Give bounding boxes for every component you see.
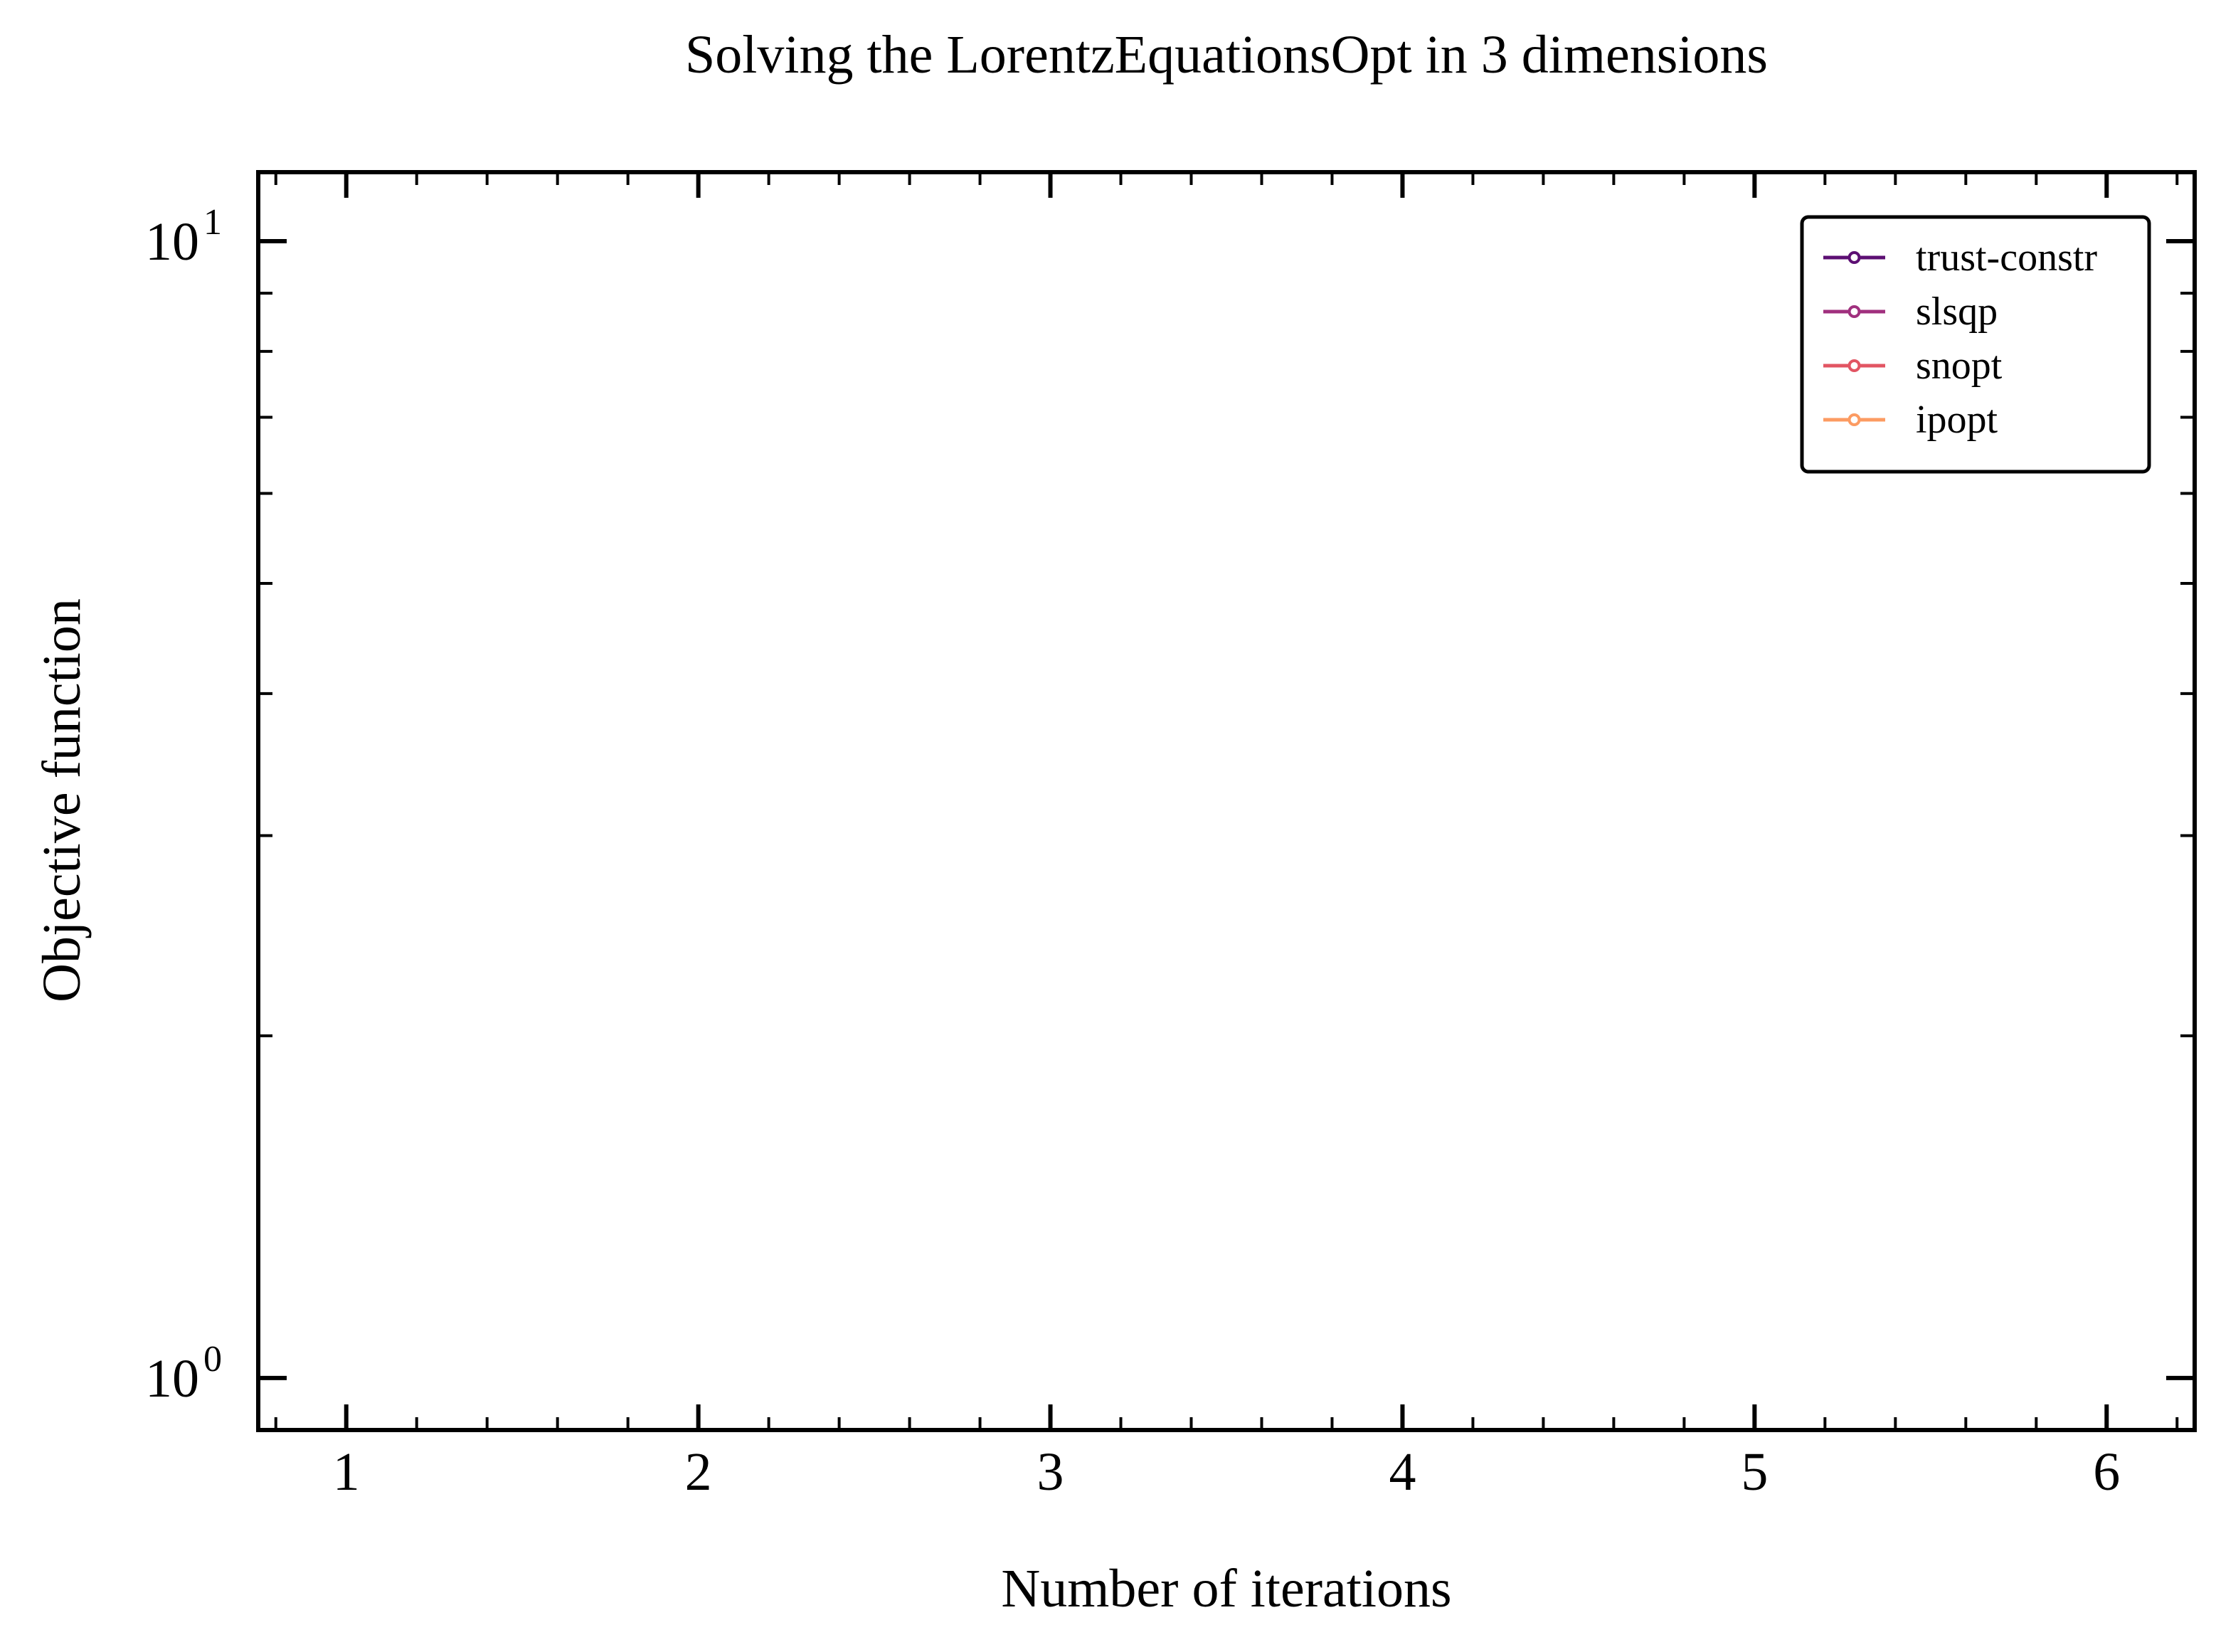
x-tick-label: 1 [333, 1442, 360, 1502]
chart-title: Solving the LorentzEquationsOpt in 3 dim… [685, 25, 1768, 85]
x-tick-label: 5 [1741, 1442, 1768, 1502]
y-tick-label-base: 10 [145, 212, 199, 272]
x-tick-label: 4 [1389, 1442, 1416, 1502]
legend-label: slsqp [1916, 290, 1998, 334]
y-tick-label-exponent: 1 [203, 202, 222, 243]
legend: trust-constr slsqp snopt ipopt [1800, 215, 2151, 474]
legend-marker [1847, 413, 1861, 426]
legend-marker [1847, 359, 1861, 372]
y-tick-label: 10 [145, 212, 199, 272]
legend-label: trust-constr [1916, 235, 2097, 280]
x-axis-label: Number of iterations [1001, 1559, 1451, 1619]
legend-label: ipopt [1916, 398, 1998, 442]
legend-box [1800, 215, 2151, 474]
x-tick-label: 3 [1037, 1442, 1064, 1502]
y-tick-label-exponent: 0 [203, 1339, 222, 1380]
y-tick-label-base: 10 [145, 1349, 199, 1409]
x-tick-label: 2 [685, 1442, 712, 1502]
x-tick-label: 6 [2093, 1442, 2120, 1502]
axis-ticks [258, 172, 2195, 1430]
legend-marker [1847, 305, 1861, 318]
legend-label: snopt [1916, 344, 2003, 388]
y-axis-label: Objective function [32, 598, 92, 1002]
y-tick-label: 10 [145, 1349, 199, 1409]
legend-marker [1847, 251, 1861, 264]
plot-frame [256, 170, 2197, 1432]
